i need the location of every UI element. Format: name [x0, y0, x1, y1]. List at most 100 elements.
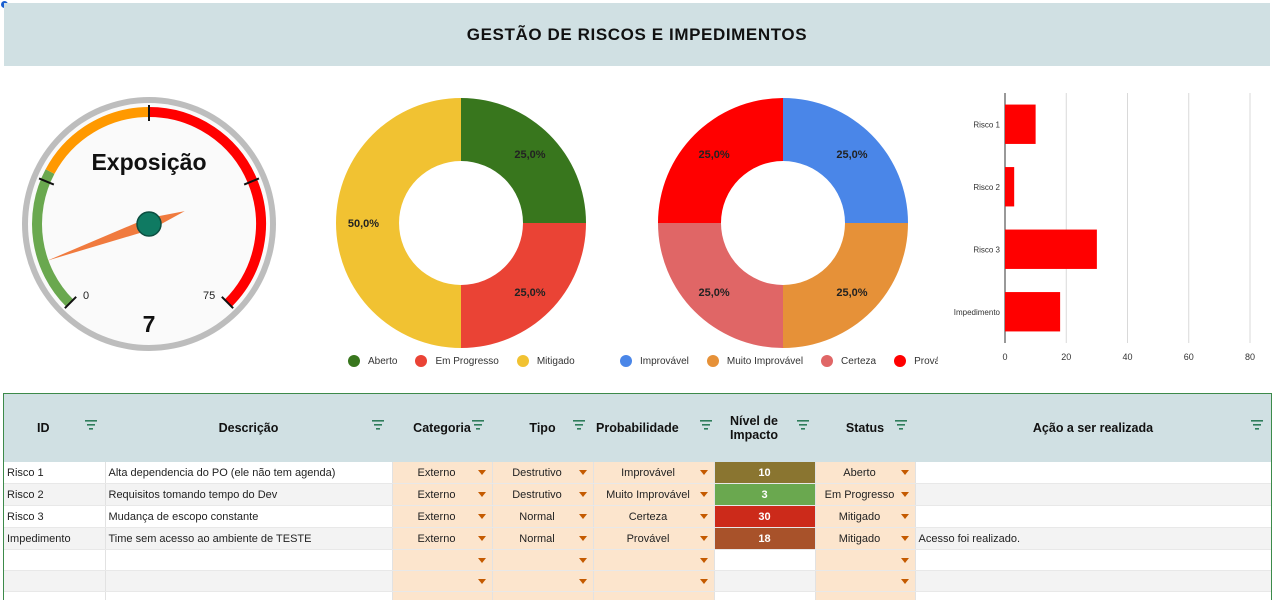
dropdown-arrow-icon[interactable] [901, 492, 909, 497]
filter-icon[interactable] [1251, 420, 1263, 430]
cell-impact-level[interactable]: 3 [714, 484, 815, 506]
cell-description[interactable] [105, 550, 392, 571]
filter-icon[interactable] [895, 420, 907, 430]
dropdown-arrow-icon[interactable] [901, 579, 909, 584]
column-header[interactable]: Status [815, 394, 915, 462]
cell-status-dropdown[interactable] [815, 571, 915, 592]
cell-action[interactable]: Acesso foi realizado. [915, 528, 1271, 550]
status-legend-item[interactable]: Aberto [348, 355, 397, 367]
column-header[interactable]: Nível de Impacto [714, 394, 815, 462]
dropdown-arrow-icon[interactable] [901, 514, 909, 519]
cell-id[interactable]: Risco 2 [4, 484, 105, 506]
bar[interactable] [1005, 230, 1097, 269]
cell-impact-level[interactable] [714, 550, 815, 571]
dropdown-arrow-icon[interactable] [700, 514, 708, 519]
cell-description[interactable]: Alta dependencia do PO (ele não tem agen… [105, 462, 392, 484]
cell-description[interactable] [105, 571, 392, 592]
dropdown-arrow-icon[interactable] [700, 536, 708, 541]
cell-impact-level[interactable] [714, 571, 815, 592]
column-header[interactable]: Tipo [492, 394, 593, 462]
status-legend-item[interactable]: Em Progresso [415, 355, 498, 367]
probability-legend-item[interactable]: Certeza [821, 355, 876, 367]
bar[interactable] [1005, 167, 1014, 206]
dropdown-arrow-icon[interactable] [478, 492, 486, 497]
dropdown-arrow-icon[interactable] [478, 579, 486, 584]
cell-impact-level[interactable]: 18 [714, 528, 815, 550]
cell-probability-dropdown[interactable]: Muito Improvável [593, 484, 714, 506]
filter-icon[interactable] [797, 420, 809, 430]
cell-probability-dropdown[interactable]: Improvável [593, 462, 714, 484]
cell-category-dropdown[interactable] [392, 571, 492, 592]
cell-action[interactable] [915, 484, 1271, 506]
filter-icon[interactable] [85, 420, 97, 430]
probability-slice[interactable] [783, 223, 908, 348]
cell-probability-dropdown[interactable] [593, 571, 714, 592]
cell-category-dropdown[interactable]: Externo [392, 462, 492, 484]
cell-id[interactable]: Risco 3 [4, 506, 105, 528]
cell-status-dropdown[interactable]: Mitigado [815, 506, 915, 528]
dropdown-arrow-icon[interactable] [478, 536, 486, 541]
dropdown-arrow-icon[interactable] [700, 470, 708, 475]
dropdown-arrow-icon[interactable] [700, 492, 708, 497]
status-legend-item[interactable]: Mitigado [517, 355, 575, 367]
cell-id[interactable] [4, 571, 105, 592]
cell-description[interactable]: Mudança de escopo constante [105, 506, 392, 528]
cell-id[interactable]: Impedimento [4, 528, 105, 550]
cell-status-dropdown[interactable] [815, 550, 915, 571]
filter-icon[interactable] [573, 420, 585, 430]
cell-status-dropdown[interactable]: Em Progresso [815, 484, 915, 506]
probability-legend-item[interactable]: Provável [894, 355, 938, 367]
cell-type-dropdown[interactable]: Normal [492, 506, 593, 528]
column-header[interactable]: Descrição [105, 394, 392, 462]
bar[interactable] [1005, 105, 1036, 144]
cell-impact-level[interactable]: 10 [714, 462, 815, 484]
dropdown-arrow-icon[interactable] [700, 579, 708, 584]
filter-icon[interactable] [372, 420, 384, 430]
cell-description[interactable]: Time sem acesso ao ambiente de TESTE [105, 528, 392, 550]
probability-legend-item[interactable]: Improvável [620, 355, 689, 367]
dropdown-arrow-icon[interactable] [700, 558, 708, 563]
column-header[interactable]: ID [4, 394, 105, 462]
filter-icon[interactable] [472, 420, 484, 430]
dropdown-arrow-icon[interactable] [901, 470, 909, 475]
filter-icon[interactable] [700, 420, 712, 430]
cell-id[interactable] [4, 550, 105, 571]
column-header[interactable]: Categoria [392, 394, 492, 462]
cell-description[interactable]: Requisitos tomando tempo do Dev [105, 484, 392, 506]
cell-category-dropdown[interactable]: Externo [392, 484, 492, 506]
cell-type-dropdown[interactable]: Destrutivo [492, 484, 593, 506]
cell-category-dropdown[interactable] [392, 550, 492, 571]
dropdown-arrow-icon[interactable] [579, 558, 587, 563]
cell-type-dropdown[interactable] [492, 550, 593, 571]
cell-id[interactable]: Risco 1 [4, 462, 105, 484]
cell-probability-dropdown[interactable]: Certeza [593, 506, 714, 528]
cell-type-dropdown[interactable]: Destrutivo [492, 462, 593, 484]
cell-probability-dropdown[interactable] [593, 550, 714, 571]
cell-status-dropdown[interactable]: Aberto [815, 462, 915, 484]
dropdown-arrow-icon[interactable] [478, 558, 486, 563]
cell-category-dropdown[interactable]: Externo [392, 506, 492, 528]
cell-status-dropdown[interactable]: Mitigado [815, 528, 915, 550]
dropdown-arrow-icon[interactable] [478, 514, 486, 519]
dropdown-arrow-icon[interactable] [579, 579, 587, 584]
cell-type-dropdown[interactable]: Normal [492, 528, 593, 550]
dropdown-arrow-icon[interactable] [478, 470, 486, 475]
dropdown-arrow-icon[interactable] [901, 558, 909, 563]
cell-action[interactable] [915, 506, 1271, 528]
cell-action[interactable] [915, 571, 1271, 592]
cell-category-dropdown[interactable]: Externo [392, 528, 492, 550]
dropdown-arrow-icon[interactable] [579, 470, 587, 475]
column-header[interactable]: Ação a ser realizada [915, 394, 1271, 462]
dropdown-arrow-icon[interactable] [901, 536, 909, 541]
cell-type-dropdown[interactable] [492, 571, 593, 592]
probability-slice[interactable] [658, 223, 783, 348]
status-slice[interactable] [461, 223, 586, 348]
dropdown-arrow-icon[interactable] [579, 514, 587, 519]
cell-impact-level[interactable]: 30 [714, 506, 815, 528]
dropdown-arrow-icon[interactable] [579, 492, 587, 497]
bar[interactable] [1005, 292, 1060, 331]
cell-action[interactable] [915, 550, 1271, 571]
probability-legend-item[interactable]: Muito Improvável [707, 355, 803, 367]
cell-probability-dropdown[interactable]: Provável [593, 528, 714, 550]
dropdown-arrow-icon[interactable] [579, 536, 587, 541]
